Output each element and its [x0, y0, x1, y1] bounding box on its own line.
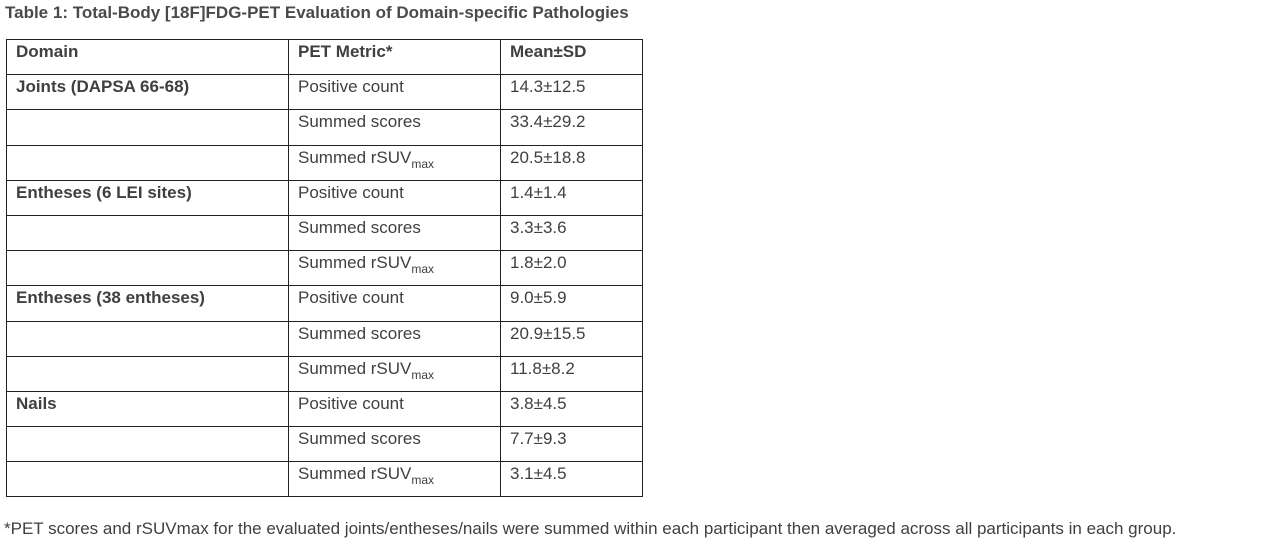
pet-metric-label: Positive count	[298, 77, 404, 97]
cell-domain	[6, 426, 289, 463]
cell-pet-metric: Summed scores	[288, 109, 501, 146]
cell-pet-metric: Summed rSUVmax	[288, 250, 501, 287]
table-header-row: Domain PET Metric* Mean±SD	[6, 38, 643, 76]
table-row: Entheses (6 LEI sites) Positive count 1.4±…	[6, 179, 643, 216]
table-footnote: *PET scores and rSUVmax for the evaluate…	[4, 519, 1177, 538]
table-row: Summed rSUVmax 1.8±2.0	[6, 250, 643, 287]
cell-pet-metric: Summed rSUVmax	[288, 144, 501, 181]
cell-mean-sd: 33.4±29.2	[500, 109, 643, 146]
pet-metric-label: Positive count	[298, 182, 404, 202]
cell-domain	[6, 109, 289, 146]
cell-domain	[6, 320, 289, 357]
cell-domain: Joints (DAPSA 66-68)	[6, 74, 289, 111]
data-table: Domain PET Metric* Mean±SD Joints (DAPSA…	[6, 38, 643, 498]
pet-metric-label: Positive count	[298, 288, 404, 308]
cell-domain	[6, 355, 289, 392]
column-header-pet-metric: PET Metric*	[288, 38, 501, 76]
cell-mean-sd: 20.9±15.5	[500, 320, 643, 357]
pet-metric-subscript: max	[411, 262, 435, 277]
column-header-domain: Domain	[6, 38, 289, 76]
pet-metric-label: Summed rSUV	[298, 253, 412, 273]
cell-pet-metric: Summed scores	[288, 214, 501, 252]
cell-pet-metric: Positive count	[288, 179, 501, 216]
table-row: Summed rSUVmax 11.8±8.2	[6, 355, 643, 392]
cell-pet-metric: Summed rSUVmax	[288, 461, 501, 498]
cell-mean-sd: 3.1±4.5	[500, 461, 643, 498]
column-header-mean-sd: Mean±SD	[500, 38, 643, 76]
cell-mean-sd: 9.0±5.9	[500, 285, 643, 322]
pet-metric-subscript: max	[411, 367, 435, 382]
pet-metric-label: Summed rSUV	[298, 358, 412, 378]
table-row: Entheses (38 entheses) Positive count 9.0±…	[6, 285, 643, 322]
table-row: Summed rSUVmax 3.1±4.5	[6, 461, 643, 498]
cell-mean-sd: 20.5±18.8	[500, 144, 643, 181]
cell-pet-metric: Summed rSUVmax	[288, 355, 501, 392]
pet-metric-label: Summed scores	[298, 429, 421, 449]
cell-domain	[6, 214, 289, 252]
table-row: Summed scores 20.9±15.5	[6, 320, 643, 357]
table-title: Table 1: Total-Body [18F]FDG-PET Evaluat…	[5, 3, 629, 22]
cell-mean-sd: 1.8±2.0	[500, 250, 643, 287]
pet-metric-label: Positive count	[298, 393, 404, 413]
cell-mean-sd: 1.4±1.4	[500, 179, 643, 216]
table-row: Summed scores 33.4±29.2	[6, 109, 643, 146]
pet-metric-label: Summed scores	[298, 323, 421, 343]
cell-domain	[6, 144, 289, 181]
table-row: Summed rSUVmax 20.5±18.8	[6, 144, 643, 181]
pet-metric-label: Summed scores	[298, 112, 421, 132]
table-row: Summed scores 3.3±3.6	[6, 214, 643, 252]
cell-mean-sd: 7.7±9.3	[500, 426, 643, 463]
table-row: Nails Positive count 3.8±4.5	[6, 390, 643, 428]
cell-pet-metric: Positive count	[288, 285, 501, 322]
table-row: Summed scores 7.7±9.3	[6, 426, 643, 463]
pet-metric-label: Summed rSUV	[298, 464, 412, 484]
cell-mean-sd: 3.8±4.5	[500, 390, 643, 428]
cell-mean-sd: 14.3±12.5	[500, 74, 643, 111]
cell-pet-metric: Positive count	[288, 390, 501, 428]
table-body: Joints (DAPSA 66-68) Positive count 14.3±1…	[6, 74, 643, 498]
cell-mean-sd: 11.8±8.2	[500, 355, 643, 392]
cell-domain	[6, 250, 289, 287]
cell-pet-metric: Summed scores	[288, 320, 501, 357]
pet-metric-label: Summed rSUV	[298, 147, 412, 167]
pet-metric-label: Summed scores	[298, 217, 421, 237]
cell-mean-sd: 3.3±3.6	[500, 214, 643, 252]
table-row: Joints (DAPSA 66-68) Positive count 14.3±1…	[6, 74, 643, 111]
cell-pet-metric: Summed scores	[288, 426, 501, 463]
cell-domain: Entheses (38 entheses)	[6, 285, 289, 322]
cell-domain: Entheses (6 LEI sites)	[6, 179, 289, 216]
pet-metric-subscript: max	[411, 156, 435, 171]
cell-pet-metric: Positive count	[288, 74, 501, 111]
cell-domain: Nails	[6, 390, 289, 428]
pet-metric-subscript: max	[411, 473, 435, 488]
cell-domain	[6, 461, 289, 498]
